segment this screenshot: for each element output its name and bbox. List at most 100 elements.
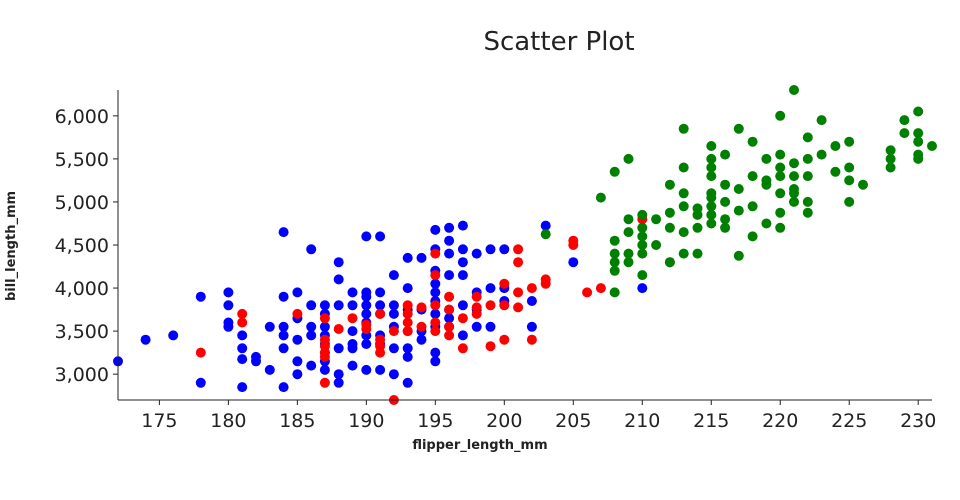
- data-point: [720, 149, 731, 160]
- data-point: [471, 248, 482, 259]
- data-point: [402, 300, 413, 311]
- data-point: [430, 308, 441, 319]
- data-point: [499, 300, 510, 311]
- data-point: [885, 162, 896, 173]
- data-point: [775, 162, 786, 173]
- data-point: [319, 300, 330, 311]
- data-point: [237, 317, 248, 328]
- y-axis: 3,000 3,500 4,000 4,500 5,000 5,500 6,000: [55, 90, 119, 400]
- data-point: [416, 252, 427, 263]
- data-point: [595, 283, 606, 294]
- data-point: [444, 235, 455, 246]
- data-point: [637, 222, 648, 233]
- data-point: [319, 313, 330, 324]
- data-point: [678, 248, 689, 259]
- data-point: [306, 244, 317, 255]
- data-point: [775, 110, 786, 121]
- data-point: [568, 240, 579, 250]
- data-point: [802, 171, 813, 182]
- data-point: [913, 106, 924, 117]
- data-point: [927, 141, 937, 151]
- data-point: [361, 300, 372, 311]
- data-point: [802, 153, 813, 164]
- data-point: [623, 248, 634, 259]
- y-axis-label: bill_length_mm: [4, 191, 19, 301]
- data-point: [292, 334, 303, 345]
- data-point: [457, 300, 468, 311]
- data-point: [885, 145, 896, 156]
- data-point: [802, 132, 813, 143]
- data-point: [402, 283, 413, 294]
- x-axis: 175 180 185 190 195 200 205 210 215 220 225 230: [118, 399, 936, 432]
- data-point: [609, 287, 620, 298]
- data-point: [595, 192, 606, 203]
- data-point: [457, 220, 468, 231]
- x-axis-label: flipper_length_mm: [412, 438, 547, 453]
- data-point: [237, 343, 248, 354]
- data-point: [361, 324, 372, 334]
- data-point: [430, 300, 441, 311]
- x-tick-label: 205: [555, 410, 591, 432]
- data-point: [733, 250, 744, 261]
- data-point: [251, 356, 261, 367]
- data-point: [430, 347, 441, 358]
- data-point: [223, 287, 234, 298]
- data-point: [402, 308, 413, 319]
- data-point: [844, 196, 855, 207]
- data-point: [678, 188, 689, 199]
- data-point: [761, 218, 772, 229]
- data-point: [775, 207, 786, 218]
- data-point: [278, 382, 289, 393]
- data-point: [485, 244, 496, 255]
- data-point: [664, 257, 675, 268]
- data-point: [885, 153, 896, 164]
- data-point: [333, 343, 344, 354]
- data-point: [637, 270, 648, 281]
- data-point: [457, 343, 468, 354]
- data-point: [333, 257, 344, 268]
- data-point: [347, 287, 358, 298]
- data-point: [471, 321, 482, 332]
- data-point: [706, 192, 717, 203]
- data-point: [637, 240, 648, 250]
- data-point: [375, 300, 386, 311]
- data-point: [430, 278, 441, 289]
- data-point: [430, 248, 441, 259]
- data-point: [637, 231, 648, 242]
- data-point: [457, 257, 468, 268]
- data-point: [333, 369, 344, 380]
- data-point: [333, 300, 344, 311]
- data-point: [457, 330, 468, 341]
- data-point: [775, 188, 786, 199]
- data-point: [706, 153, 717, 164]
- x-tick-label: 210: [624, 410, 660, 432]
- data-point: [664, 207, 675, 218]
- data-point: [720, 196, 731, 207]
- data-point: [775, 222, 786, 233]
- x-tick-label: 220: [762, 410, 798, 432]
- data-point: [816, 115, 827, 126]
- data-point: [664, 222, 675, 233]
- data-point: [416, 302, 427, 313]
- data-point: [747, 201, 758, 212]
- data-point: [444, 248, 455, 259]
- data-point: [513, 287, 524, 298]
- data-point: [264, 364, 275, 375]
- data-point: [816, 149, 827, 160]
- data-point: [526, 334, 537, 345]
- data-point: [388, 270, 399, 281]
- data-point: [333, 377, 344, 388]
- data-point: [609, 166, 620, 177]
- data-point: [513, 244, 524, 255]
- data-point: [237, 308, 248, 319]
- data-point: [733, 205, 744, 216]
- data-point: [375, 308, 386, 319]
- data-point: [913, 136, 924, 147]
- data-point: [526, 296, 537, 306]
- x-tick-label: 230: [900, 410, 936, 432]
- data-point: [347, 360, 358, 371]
- data-point: [637, 283, 648, 294]
- data-point: [692, 248, 703, 259]
- data-point: [388, 326, 399, 337]
